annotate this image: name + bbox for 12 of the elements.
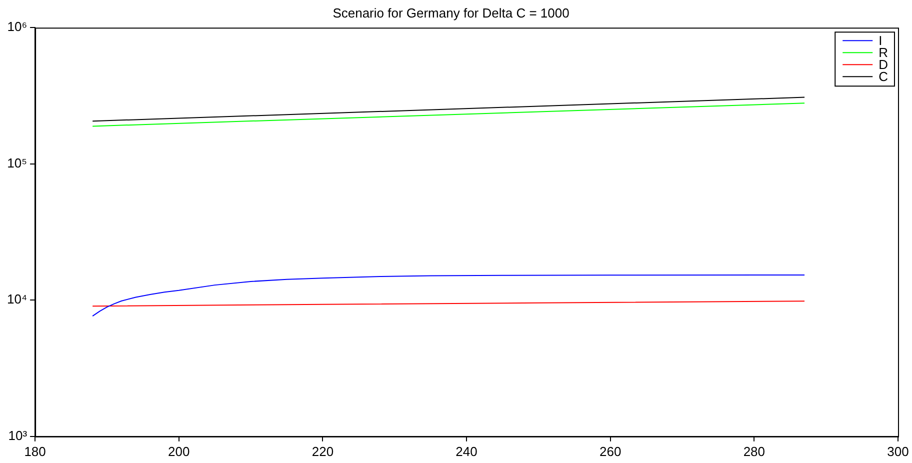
y-tick-label: 10³ bbox=[8, 428, 28, 443]
x-tick-label: 240 bbox=[456, 444, 478, 459]
x-tick-label: 180 bbox=[24, 444, 46, 459]
x-tick-label: 200 bbox=[168, 444, 190, 459]
x-tick-label: 280 bbox=[743, 444, 766, 459]
y-tick-label: 10⁴ bbox=[7, 292, 28, 307]
y-tick-label: 10⁵ bbox=[7, 155, 28, 170]
y-tick-label: 10⁶ bbox=[7, 19, 28, 34]
chart-title: Scenario for Germany for Delta C = 1000 bbox=[332, 5, 570, 20]
x-tick-label: 300 bbox=[887, 444, 909, 459]
x-tick-label: 220 bbox=[312, 444, 334, 459]
x-tick-label: 260 bbox=[599, 444, 622, 459]
